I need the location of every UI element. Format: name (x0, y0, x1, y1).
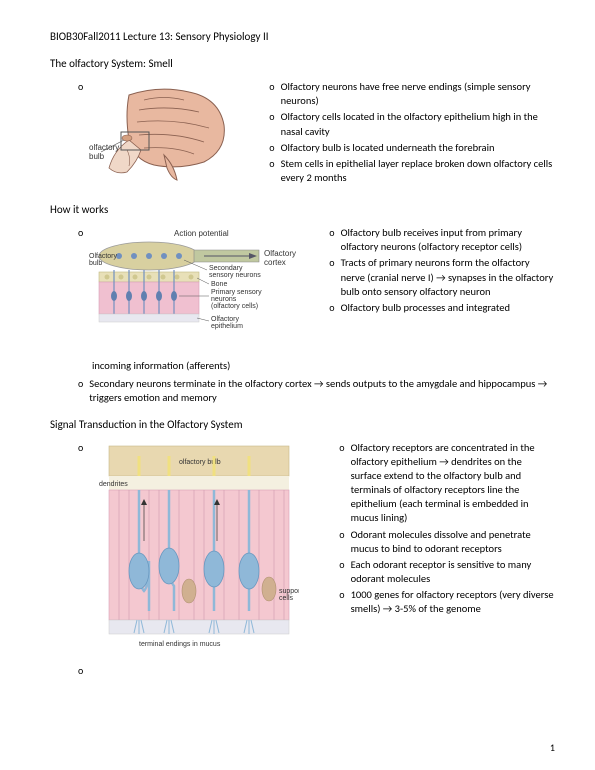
label-support: supportcells (279, 588, 299, 602)
page-number: 1 (550, 741, 555, 754)
label-dendrites: dendrites (99, 481, 128, 488)
bullet-marker: o (50, 441, 89, 454)
brain-diagram: olfactorybulb (89, 80, 249, 193)
bullet-text: Olfactory receptors are concentrated in … (351, 441, 555, 526)
bullet-text: 1000 genes for olfactory receptors (very… (351, 588, 555, 616)
bullet-text: Secondary neurons terminate in the olfac… (89, 377, 555, 405)
section-title-smell: The olfactory System: Smell (50, 57, 555, 70)
bullet-text: Olfactory cells located in the olfactory… (281, 110, 555, 138)
bullet-text: Olfactory bulb receives input from prima… (341, 226, 555, 254)
bullet-marker: o (50, 664, 555, 677)
label-epith: Olfactoryepithelium (211, 316, 243, 330)
bullet-text: Tracts of primary neurons form the olfac… (341, 256, 555, 299)
bullet-marker: o (50, 226, 89, 239)
section-title-transduction: Signal Transduction in the Olfactory Sys… (50, 418, 555, 431)
section-title-howworks: How it works (50, 203, 555, 216)
page-header: BIOB30Fall2011 Lecture 13: Sensory Physi… (50, 30, 555, 43)
label-action-potential: Action potential (174, 229, 229, 238)
label-olf-cortex: Olfactorycortex (264, 249, 296, 267)
bullet-text: Olfactory bulb is located underneath the… (281, 141, 555, 155)
bullet-text: Olfactory bulb processes and integrated (341, 301, 555, 315)
label-primary: Primary sensoryneurons(olfactory cells) (211, 289, 262, 310)
smell-bullets: oOlfactory neurons have free nerve endin… (259, 80, 555, 187)
bullet-text: Stem cells in epithelial layer replace b… (281, 157, 555, 185)
label-bone: Bone (211, 281, 227, 288)
label-secondary: Secondarysensory neurons (209, 265, 261, 279)
bullet-marker: o (50, 80, 89, 93)
continuation-bullet: oSecondary neurons terminate in the olfa… (50, 377, 555, 405)
bullet-text: Each odorant receptor is sensitive to ma… (351, 558, 555, 586)
continuation-text: incoming information (afferents) (50, 359, 555, 373)
epithelium-diagram: olfactory bulb dendrites (99, 441, 299, 654)
transduction-bullets: oOlfactory receptors are concentrated in… (309, 441, 555, 619)
pathway-diagram: Action potential Olfactorybulb Olfactory… (89, 226, 309, 349)
bullet-text: Odorant molecules dissolve and penetrate… (351, 528, 555, 556)
howworks-bullets: oOlfactory bulb receives input from prim… (319, 226, 555, 317)
bullet-text: Olfactory neurons have free nerve ending… (281, 80, 555, 108)
label-terminals: terminal endings in mucus (139, 641, 221, 648)
